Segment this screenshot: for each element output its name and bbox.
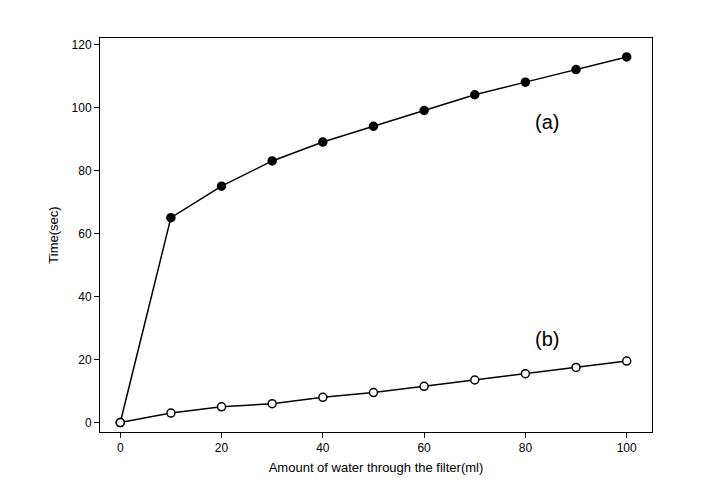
svg-text:100: 100 <box>72 101 92 115</box>
svg-text:40: 40 <box>316 441 330 455</box>
svg-text:0: 0 <box>85 416 92 430</box>
svg-text:80: 80 <box>78 164 92 178</box>
svg-text:Time(sec): Time(sec) <box>46 206 61 263</box>
svg-text:20: 20 <box>215 441 229 455</box>
svg-text:0: 0 <box>117 441 124 455</box>
svg-text:120: 120 <box>72 38 92 52</box>
svg-text:40: 40 <box>78 290 92 304</box>
svg-text:60: 60 <box>78 227 92 241</box>
svg-text:20: 20 <box>78 353 92 367</box>
svg-text:(b): (b) <box>535 328 559 350</box>
svg-text:100: 100 <box>617 441 637 455</box>
svg-text:80: 80 <box>519 441 533 455</box>
svg-text:60: 60 <box>417 441 431 455</box>
svg-text:Amount of water through the fi: Amount of water through the filter(ml) <box>269 460 484 475</box>
svg-text:(a): (a) <box>535 111 559 133</box>
